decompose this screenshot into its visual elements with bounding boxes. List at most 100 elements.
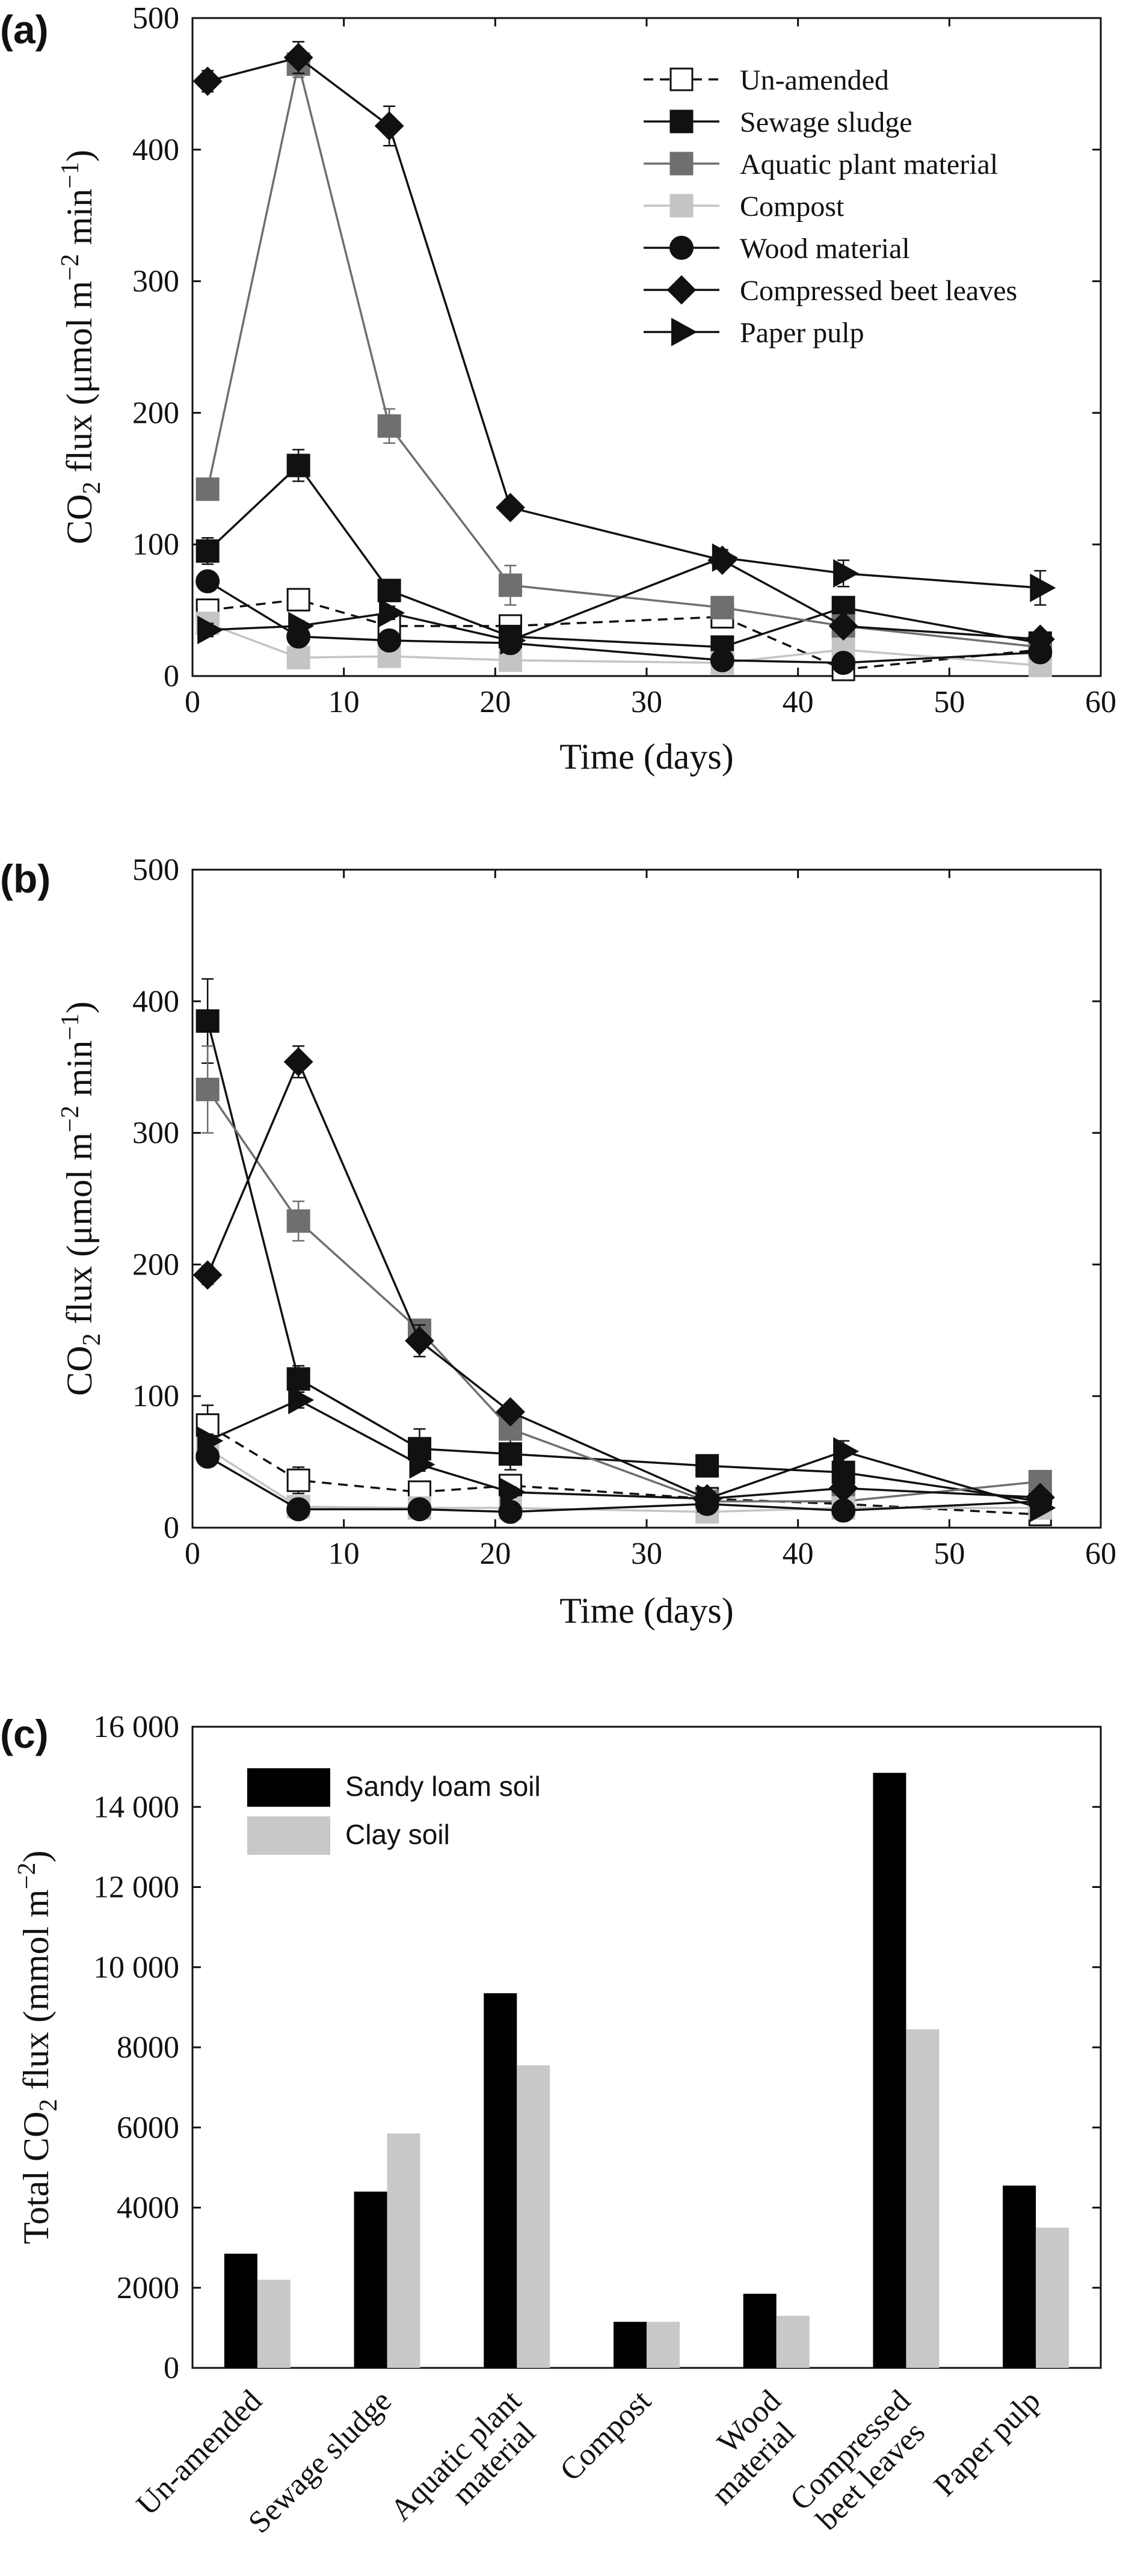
data-point-wood-material: [195, 569, 220, 594]
y-tick-label-c: 6000: [117, 2110, 179, 2145]
series-line-sewage-sludge: [206, 464, 1041, 648]
legend-label: Sandy loam soil: [345, 1771, 541, 1802]
data-point-compressed-beet-leaves: [283, 43, 313, 73]
x-axis-label-b: Time (days): [559, 1591, 733, 1631]
legend-item-compost: Compost: [644, 191, 845, 223]
data-point-paper-pulp: [1030, 573, 1056, 603]
category-label-line: Un-amended: [130, 2384, 268, 2522]
legend-item-clay-soil: Clay soil: [247, 1816, 450, 1855]
data-point-paper-pulp: [409, 1450, 435, 1479]
data-point-aquatic-plant-material: [195, 1077, 220, 1101]
panel-label-a: (a): [0, 7, 49, 52]
series-compressed-beet-leaves: [192, 41, 1055, 654]
category-label-line: Paper pulp: [928, 2384, 1047, 2503]
y-tick-label-c: 14 000: [93, 1790, 179, 1824]
x-category-label: Paper pulp: [928, 2384, 1047, 2503]
y-tick-label-b: 200: [132, 1247, 179, 1282]
legend-marker: [669, 67, 694, 91]
x-tick-label-a: 50: [934, 685, 965, 719]
panel-b: (b) 0 10 20 30 40 50 60 0 100 200 300 400 500 Time (…: [0, 853, 1116, 1631]
data-point-wood-material: [286, 1497, 311, 1522]
legend-item-sewage-sludge: Sewage sludge: [644, 106, 912, 138]
y-tick-label-c: 10 000: [93, 1950, 179, 1985]
y-tick-label-c: 16 000: [93, 1710, 179, 1744]
series-aquatic-plant-material: [195, 50, 1052, 659]
data-point-paper-pulp: [833, 1437, 860, 1466]
legend-marker: [669, 152, 694, 176]
x-tick-label-b: 40: [783, 1537, 814, 1571]
x-tick-label-b: 0: [185, 1537, 200, 1571]
y-tick-label-c: 12 000: [93, 1871, 179, 1905]
data-point-aquatic-plant-material: [499, 573, 522, 597]
y-tick-label-a: 500: [132, 1, 179, 35]
x-tick-label-b: 30: [631, 1537, 662, 1571]
axis-ticks-c: 0 2000 4000 6000 8000 10 000 12 000 14 000 16 00…: [93, 1710, 1101, 2540]
data-point-aquatic-plant-material: [286, 1209, 310, 1233]
legend-a: Un-amended Sewage sludge Aquatic plant mat…: [644, 64, 1017, 349]
panel-label-b: (b): [0, 856, 51, 901]
legend-marker: [669, 109, 694, 134]
x-category-label: Compost: [553, 2384, 658, 2488]
bar-sandy-loam-soil: [354, 2191, 387, 2368]
x-tick-label-a: 40: [783, 685, 814, 719]
data-point-paper-pulp: [197, 615, 224, 645]
data-point-paper-pulp: [500, 1478, 526, 1507]
legend-marker: [671, 318, 698, 346]
data-point-aquatic-plant-material: [710, 595, 734, 619]
bar-sandy-loam-soil: [224, 2254, 257, 2368]
legend-c: Sandy loam soil Clay soil: [247, 1768, 541, 1855]
legend-item-paper-pulp: Paper pulp: [644, 317, 864, 349]
plot-data-a: [192, 41, 1056, 681]
series-line-wood-material: [207, 1456, 1041, 1513]
series-line-compressed-beet-leaves: [206, 1059, 1041, 1500]
panel-a: (a) 0 10 20 30 40 50 60 0 100 200 300 400 500 Un-ame…: [0, 1, 1116, 776]
y-tick-label-b: 300: [132, 1116, 179, 1151]
y-tick-label-c: 0: [164, 2351, 179, 2385]
data-point-compressed-beet-leaves: [374, 111, 404, 141]
y-axis-label-a: CO2 flux (μmol m−2 min−1): [57, 150, 106, 544]
y-tick-label-a: 200: [132, 396, 179, 430]
x-tick-label-b: 60: [1085, 1537, 1116, 1571]
data-point-wood-material: [831, 651, 856, 675]
y-tick-label-a: 300: [132, 265, 179, 299]
data-point-paper-pulp: [288, 612, 315, 641]
bar-clay-soil: [387, 2133, 420, 2368]
legend-label: Paper pulp: [740, 317, 864, 349]
bar-sandy-loam-soil: [873, 1772, 906, 2368]
legend-label: Compost: [740, 191, 845, 223]
data-point-un-amended: [286, 1468, 310, 1492]
x-tick-label-b: 10: [328, 1537, 360, 1571]
bar-sandy-loam-soil: [484, 1993, 517, 2368]
y-tick-label-b: 0: [164, 1511, 179, 1545]
plot-data-b: [192, 978, 1056, 1526]
panel-label-c: (c): [0, 1712, 49, 1756]
legend-marker: [666, 275, 697, 305]
y-tick-label-c: 2000: [117, 2271, 179, 2305]
bar-clay-soil: [647, 2322, 680, 2368]
series-paper-pulp: [197, 1386, 1056, 1522]
series-paper-pulp: [197, 543, 1056, 655]
data-point-sewage-sludge: [286, 1367, 310, 1391]
axis-ticks-b: 0 10 20 30 40 50 60 0 100 200 300 400 500: [132, 853, 1116, 1571]
plot-frame-a: [191, 17, 1102, 677]
data-point-sewage-sludge: [377, 579, 401, 603]
data-point-paper-pulp: [1030, 1493, 1056, 1522]
data-point-aquatic-plant-material: [377, 414, 401, 438]
x-tick-label-a: 60: [1085, 685, 1116, 719]
legend-marker: [669, 236, 694, 260]
series-line-compressed-beet-leaves: [207, 56, 1041, 641]
bar-sandy-loam-soil: [614, 2322, 647, 2368]
data-point-paper-pulp: [500, 626, 526, 655]
bar-group-un-amended: [224, 2254, 291, 2368]
data-point-compressed-beet-leaves: [828, 1473, 858, 1503]
data-point-compressed-beet-leaves: [192, 1260, 223, 1290]
y-axis-label-b: CO2 flux (μmol m−2 min−1): [57, 1001, 106, 1396]
panel-c: (c) 0 2000 4000 6000 8000 10 000 12 000 14 000 1…: [0, 1710, 1102, 2540]
data-point-paper-pulp: [697, 1484, 723, 1513]
data-point-un-amended: [286, 588, 310, 612]
x-tick-label-b: 50: [934, 1537, 965, 1571]
data-point-paper-pulp: [197, 1426, 224, 1456]
data-point-compressed-beet-leaves: [496, 1397, 525, 1427]
y-tick-label-b: 500: [132, 853, 179, 887]
bar-sandy-loam-soil: [1003, 2185, 1036, 2368]
